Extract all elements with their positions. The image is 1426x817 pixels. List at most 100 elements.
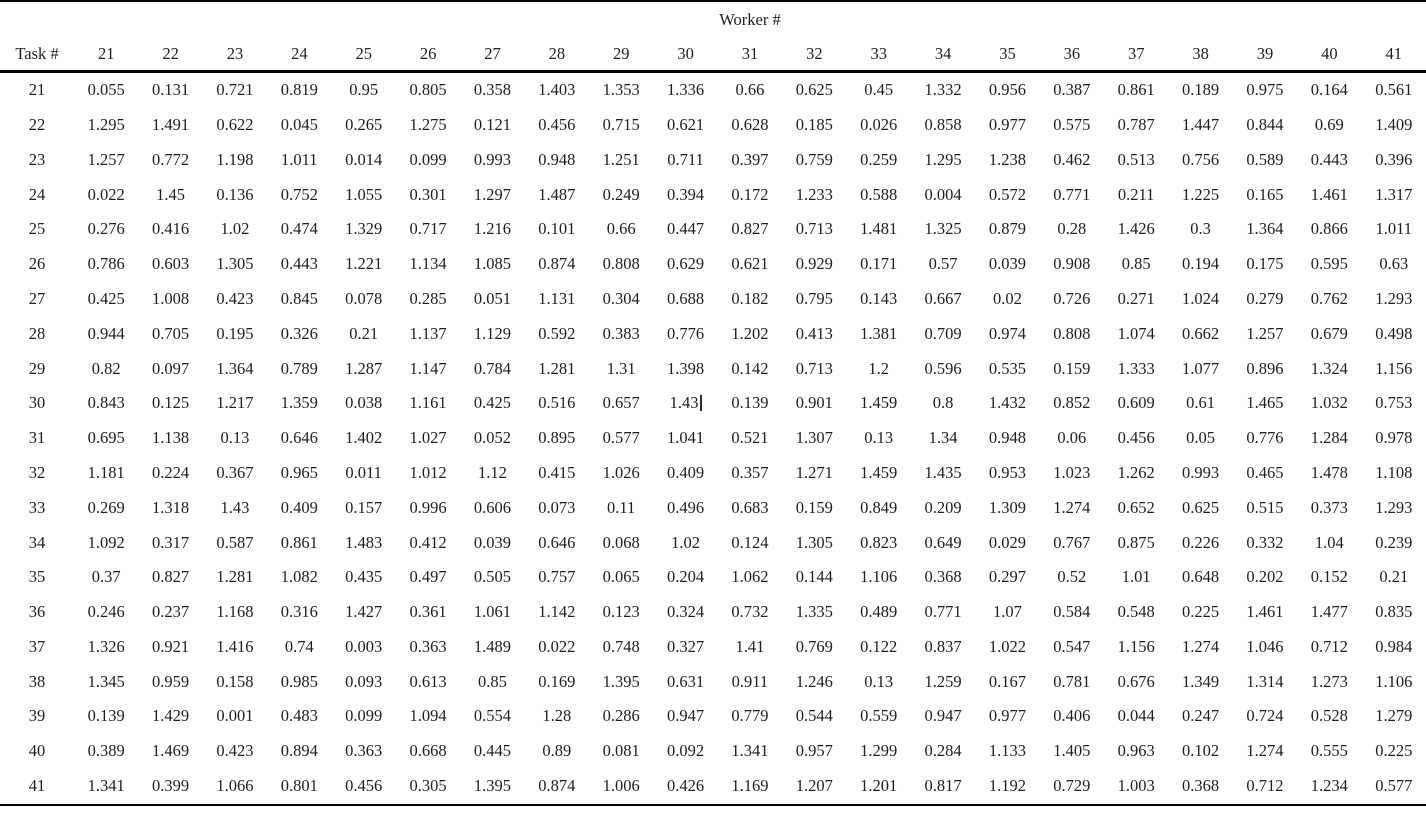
- value-cell[interactable]: 1.409: [1362, 108, 1426, 143]
- value-cell[interactable]: 1.305: [203, 247, 267, 282]
- value-cell[interactable]: 0.383: [589, 317, 653, 352]
- value-cell[interactable]: 1.055: [332, 177, 396, 212]
- value-cell[interactable]: 0.423: [203, 282, 267, 317]
- value-cell[interactable]: 0.66: [589, 212, 653, 247]
- value-cell[interactable]: 1.416: [203, 630, 267, 665]
- value-cell[interactable]: 1.085: [460, 247, 524, 282]
- worker-col-header[interactable]: 41: [1361, 39, 1426, 73]
- value-cell[interactable]: 1.293: [1362, 491, 1426, 526]
- value-cell[interactable]: 0.984: [1362, 630, 1426, 665]
- value-cell[interactable]: 0.753: [1362, 386, 1426, 421]
- value-cell[interactable]: 0.21: [332, 317, 396, 352]
- value-cell[interactable]: 0.726: [1040, 282, 1104, 317]
- value-cell[interactable]: 0.975: [1233, 72, 1297, 108]
- worker-col-header[interactable]: 29: [589, 39, 654, 73]
- task-row-header[interactable]: 26: [28, 254, 46, 274]
- value-cell[interactable]: 1.31: [589, 351, 653, 386]
- value-cell[interactable]: 0.805: [396, 72, 460, 108]
- value-cell[interactable]: 0.144: [782, 560, 846, 595]
- task-row-header[interactable]: 34: [28, 532, 46, 552]
- value-cell[interactable]: 0.415: [525, 456, 589, 491]
- value-cell[interactable]: 0.406: [1040, 699, 1104, 734]
- value-cell[interactable]: 0.874: [525, 769, 589, 805]
- value-cell[interactable]: 1.011: [1362, 212, 1426, 247]
- value-cell[interactable]: 0.787: [1104, 108, 1168, 143]
- value-cell[interactable]: 0.327: [653, 630, 717, 665]
- value-cell[interactable]: 1.02: [653, 525, 717, 560]
- value-cell[interactable]: 1.341: [718, 734, 782, 769]
- value-cell[interactable]: 0.648: [1168, 560, 1232, 595]
- value-cell[interactable]: 1.309: [975, 491, 1039, 526]
- value-cell[interactable]: 0.045: [267, 108, 331, 143]
- value-cell[interactable]: 0.139: [74, 699, 138, 734]
- value-cell[interactable]: 0.004: [911, 177, 975, 212]
- value-cell[interactable]: 0.239: [1362, 525, 1426, 560]
- value-cell[interactable]: 1.364: [1233, 212, 1297, 247]
- value-cell[interactable]: 1.491: [138, 108, 202, 143]
- value-cell[interactable]: 0.713: [782, 212, 846, 247]
- value-cell[interactable]: 0.003: [332, 630, 396, 665]
- value-cell[interactable]: 0.559: [847, 699, 911, 734]
- value-cell[interactable]: 0.122: [847, 630, 911, 665]
- value-cell[interactable]: 1.012: [396, 456, 460, 491]
- value-cell[interactable]: 0.63: [1362, 247, 1426, 282]
- value-cell[interactable]: 0.443: [1297, 143, 1361, 178]
- value-cell[interactable]: 1.461: [1233, 595, 1297, 630]
- value-cell[interactable]: 0.131: [138, 72, 202, 108]
- worker-col-header[interactable]: 33: [846, 39, 911, 73]
- value-cell[interactable]: 1.364: [203, 351, 267, 386]
- value-cell[interactable]: 0.843: [74, 386, 138, 421]
- value-cell[interactable]: 1.161: [396, 386, 460, 421]
- value-cell[interactable]: 0.66: [718, 72, 782, 108]
- value-cell[interactable]: 0.784: [460, 351, 524, 386]
- value-cell[interactable]: 0.185: [782, 108, 846, 143]
- value-cell[interactable]: 0.247: [1168, 699, 1232, 734]
- value-cell[interactable]: 0.717: [396, 212, 460, 247]
- value-cell[interactable]: 0.974: [975, 317, 1039, 352]
- value-cell[interactable]: 0.497: [396, 560, 460, 595]
- value-cell[interactable]: 0.065: [589, 560, 653, 595]
- value-cell[interactable]: 0.165: [1233, 177, 1297, 212]
- value-cell[interactable]: 0.068: [589, 525, 653, 560]
- value-cell[interactable]: 1.395: [460, 769, 524, 805]
- value-cell[interactable]: 1.324: [1297, 351, 1361, 386]
- value-cell[interactable]: 0.8: [911, 386, 975, 421]
- value-cell[interactable]: 1.469: [138, 734, 202, 769]
- worker-col-header[interactable]: 26: [395, 39, 461, 73]
- value-cell[interactable]: 0.246: [74, 595, 138, 630]
- value-cell[interactable]: 0.729: [1040, 769, 1104, 805]
- value-cell[interactable]: 0.361: [396, 595, 460, 630]
- value-cell[interactable]: 1.138: [138, 421, 202, 456]
- value-cell[interactable]: 0.771: [911, 595, 975, 630]
- value-cell[interactable]: 1.28: [525, 699, 589, 734]
- value-cell[interactable]: 0.164: [1297, 72, 1361, 108]
- value-cell[interactable]: 0.679: [1297, 317, 1361, 352]
- value-cell[interactable]: 0.711: [653, 143, 717, 178]
- value-cell[interactable]: 1.43: [653, 386, 717, 421]
- value-cell[interactable]: 1.133: [975, 734, 1039, 769]
- value-cell[interactable]: 1.34: [911, 421, 975, 456]
- value-cell[interactable]: 0.324: [653, 595, 717, 630]
- value-cell[interactable]: 0.332: [1233, 525, 1297, 560]
- value-cell[interactable]: 1.281: [203, 560, 267, 595]
- value-cell[interactable]: 0.908: [1040, 247, 1104, 282]
- value-cell[interactable]: 0.646: [525, 525, 589, 560]
- task-row-header[interactable]: 39: [28, 706, 46, 726]
- value-cell[interactable]: 0.124: [718, 525, 782, 560]
- value-cell[interactable]: 0.993: [460, 143, 524, 178]
- value-cell[interactable]: 0.462: [1040, 143, 1104, 178]
- value-cell[interactable]: 1.293: [1362, 282, 1426, 317]
- worker-col-header[interactable]: 22: [138, 39, 203, 73]
- value-cell[interactable]: 0.279: [1233, 282, 1297, 317]
- value-cell[interactable]: 0.099: [396, 143, 460, 178]
- value-cell[interactable]: 0.965: [267, 456, 331, 491]
- value-cell[interactable]: 0.387: [1040, 72, 1104, 108]
- value-cell[interactable]: 0.456: [525, 108, 589, 143]
- value-cell[interactable]: 0.993: [1168, 456, 1232, 491]
- worker-col-header[interactable]: 23: [202, 39, 268, 73]
- value-cell[interactable]: 1.2: [847, 351, 911, 386]
- value-cell[interactable]: 0.61: [1168, 386, 1232, 421]
- value-cell[interactable]: 0.284: [911, 734, 975, 769]
- worker-col-header[interactable]: 34: [910, 39, 976, 73]
- value-cell[interactable]: 1.074: [1104, 317, 1168, 352]
